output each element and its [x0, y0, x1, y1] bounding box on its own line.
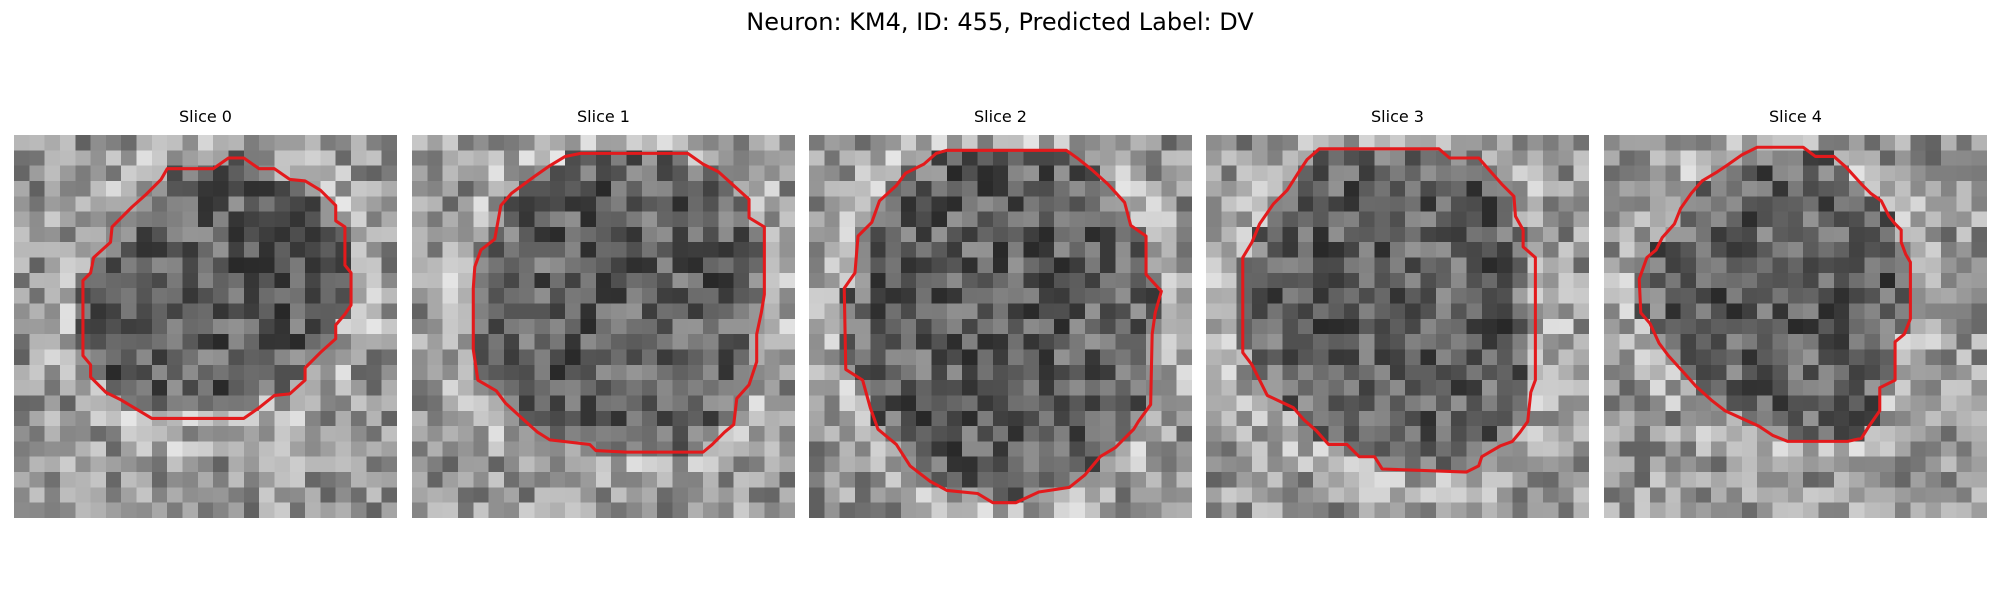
slice-image	[412, 135, 795, 518]
slice-image	[14, 135, 397, 518]
slice-title: Slice 1	[412, 107, 795, 126]
slice-panel-3: Slice 3	[1206, 107, 1589, 519]
pixel-grid	[809, 135, 1192, 518]
figure-title: Neuron: KM4, ID: 455, Predicted Label: D…	[0, 8, 2000, 36]
pixel-grid	[14, 135, 397, 518]
pixel-grid	[412, 135, 795, 518]
slice-title: Slice 3	[1206, 107, 1589, 126]
slice-image	[1604, 135, 1987, 518]
pixel-grid	[1206, 135, 1589, 518]
slice-title: Slice 2	[809, 107, 1192, 126]
slice-title: Slice 0	[14, 107, 397, 126]
slice-title: Slice 4	[1604, 107, 1987, 126]
slice-panel-0: Slice 0	[14, 107, 397, 519]
slice-image	[809, 135, 1192, 518]
pixel-grid	[1604, 135, 1987, 518]
slice-image	[1206, 135, 1589, 518]
slice-panel-1: Slice 1	[412, 107, 795, 519]
slice-panel-2: Slice 2	[809, 107, 1192, 519]
slice-panel-4: Slice 4	[1604, 107, 1987, 519]
